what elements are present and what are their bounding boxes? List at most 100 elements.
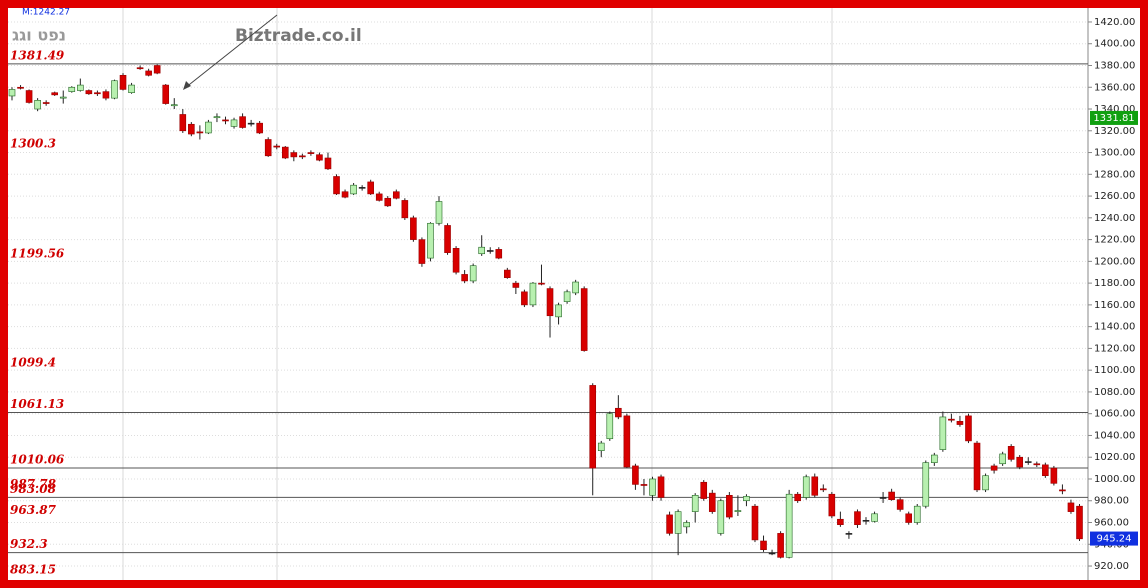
y-tick-label: 1220.00: [1094, 235, 1135, 246]
candle-body: [392, 191, 400, 199]
candle-body: [153, 65, 161, 74]
y-tick-label: 980.00: [1094, 496, 1129, 507]
y-tick-label: 1260.00: [1094, 191, 1135, 202]
candle-body: [188, 123, 195, 135]
candle-body: [222, 119, 229, 122]
candle-body: [674, 511, 682, 534]
candle-body: [956, 421, 964, 425]
candle-body: [768, 552, 776, 555]
candle-body: [854, 511, 861, 525]
candle-body: [717, 500, 725, 534]
candle-body: [247, 122, 255, 125]
candle-body: [17, 86, 24, 89]
candle-body: [666, 514, 673, 534]
candle-body: [743, 496, 750, 502]
level-label: 1199.56: [10, 246, 65, 260]
candle-body: [68, 86, 76, 92]
candle-body: [1050, 467, 1058, 484]
candle-body: [264, 139, 272, 157]
candle-body: [760, 540, 767, 551]
candle-body: [162, 84, 170, 104]
candle-body: [913, 505, 921, 523]
y-tick-label: 1100.00: [1094, 365, 1135, 376]
level-label: 1061.13: [10, 397, 64, 411]
candle-body: [640, 484, 648, 486]
candle-body: [495, 249, 503, 259]
level-label: 1099.4: [10, 355, 56, 369]
candle-body: [572, 281, 579, 294]
level-label: 883.15: [10, 563, 56, 577]
candle-body: [896, 499, 904, 510]
candle-body: [589, 385, 597, 469]
candle-body: [794, 493, 801, 502]
candle-body: [999, 453, 1006, 465]
candle-body: [111, 80, 118, 99]
candle-body: [563, 291, 571, 302]
y-tick-label: 1080.00: [1094, 387, 1135, 398]
candle-body: [615, 407, 622, 418]
candle-body: [461, 274, 468, 282]
candle-body: [606, 413, 614, 440]
candle-body: [879, 497, 887, 499]
candle-body: [529, 282, 537, 306]
candle-body: [649, 478, 656, 496]
candle-body: [504, 269, 511, 278]
candle-body: [623, 415, 631, 468]
candle-body: [802, 476, 810, 498]
candle-body: [145, 70, 152, 76]
y-tick-label: 1160.00: [1094, 300, 1135, 311]
candle-body: [837, 518, 844, 525]
candle-body: [486, 250, 494, 252]
y-tick-label: 1380.00: [1094, 60, 1135, 71]
level-label: 932.3: [10, 537, 48, 551]
candle-body: [375, 193, 383, 201]
candle-body: [85, 90, 93, 95]
candle-body: [350, 184, 357, 195]
candle-body: [8, 89, 16, 97]
candle-body: [230, 119, 238, 127]
candle-body: [418, 239, 426, 264]
candle-body: [691, 495, 699, 512]
candle-body: [862, 520, 870, 522]
candle-body: [734, 510, 742, 512]
candle-body: [333, 176, 340, 195]
y-tick-label: 920.00: [1094, 561, 1129, 572]
candle-body: [931, 454, 938, 463]
candle-body: [905, 513, 913, 523]
candle-body: [632, 465, 639, 485]
candle-body: [982, 475, 989, 491]
candle-body: [444, 225, 451, 253]
candle-body: [538, 282, 545, 285]
candle-body: [25, 90, 33, 103]
y-tick-label: 1400.00: [1094, 39, 1135, 50]
candle-body: [939, 416, 947, 450]
candle-body: [324, 157, 332, 170]
candle-body: [299, 155, 306, 158]
candle-body: [845, 533, 853, 535]
y-tick-label: 1240.00: [1094, 213, 1135, 224]
candle-body: [316, 154, 323, 161]
candle-body: [77, 84, 84, 91]
candle-body: [469, 265, 477, 282]
candle-body: [922, 462, 930, 507]
candle-body: [170, 104, 178, 107]
candle-body: [452, 247, 460, 273]
y-tick-label: 1340.00: [1094, 104, 1135, 115]
candle-body: [119, 74, 127, 90]
plot-background: [8, 8, 1140, 580]
candle-body: [948, 418, 955, 421]
y-tick-label: 1000.00: [1094, 474, 1135, 485]
candle-body: [59, 96, 67, 99]
candle-body: [478, 246, 486, 255]
candles: [8, 64, 1083, 559]
candle-body: [401, 200, 409, 219]
candle-body: [1033, 463, 1041, 466]
candle-body: [777, 533, 784, 558]
candle-body: [239, 116, 246, 128]
level-label: 983.08: [10, 482, 57, 496]
candle-body: [580, 288, 588, 351]
candle-body: [657, 476, 665, 498]
y-tick-label: 1280.00: [1094, 169, 1135, 180]
candle-body: [94, 92, 101, 95]
